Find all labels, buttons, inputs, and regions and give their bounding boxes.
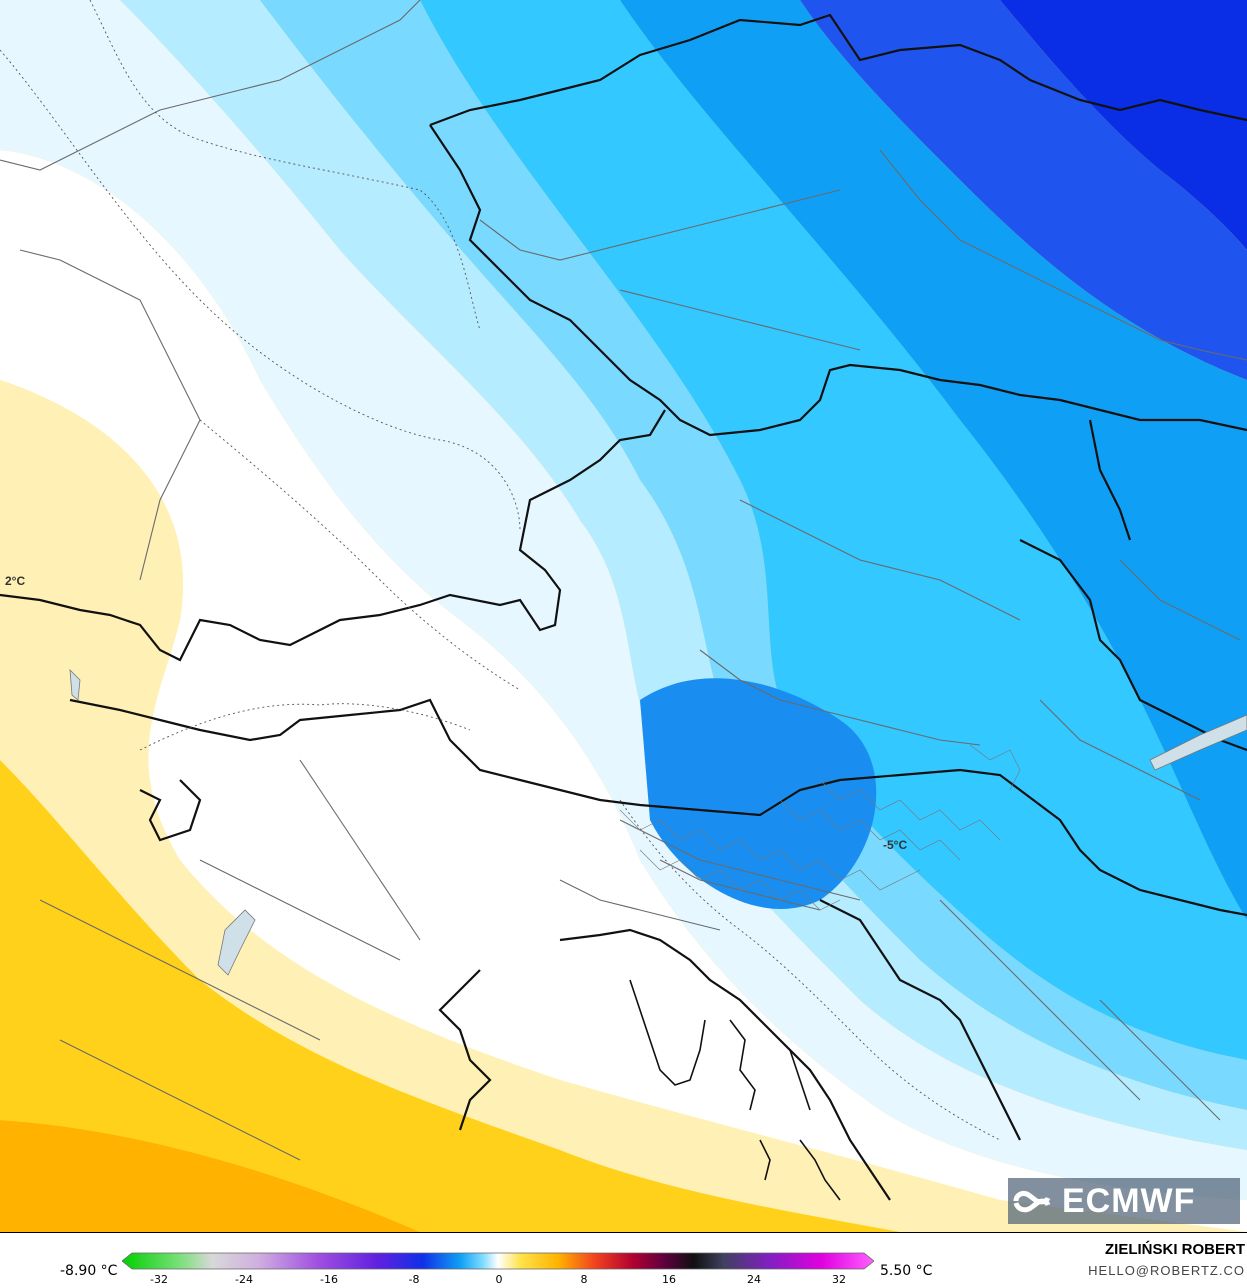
zone-ice	[0, 0, 1247, 1200]
legend-bar: -8.90 °C	[0, 1232, 1247, 1288]
zone-sky-blue	[420, 0, 1247, 1060]
zone-deep-blue	[1000, 0, 1247, 250]
zone-blue	[800, 0, 1247, 380]
map-label-west: 2°C	[5, 574, 26, 588]
author-name: ZIELIŃSKI ROBERT	[1104, 1241, 1245, 1258]
border-central	[429, 124, 1247, 437]
temperature-map	[0, 0, 1247, 1232]
lake-balaton	[1149, 714, 1247, 771]
border-alps-south	[69, 698, 1247, 917]
tick-label: 16	[662, 1273, 676, 1286]
tick-label: 24	[747, 1273, 761, 1286]
tick-label: -8	[408, 1273, 420, 1286]
country-borders	[0, 13, 1247, 1201]
ecmwf-logo: ECMWF	[1008, 1178, 1240, 1224]
zone-pale-cyan	[120, 0, 1247, 1150]
zone-orange	[0, 1120, 420, 1232]
tick-label: 32	[832, 1273, 846, 1286]
zone-gold	[0, 760, 900, 1232]
tick-label: -32	[150, 1273, 168, 1286]
zone-patch	[640, 678, 877, 909]
border-adriatic	[559, 928, 891, 1201]
zone-mid-blue	[620, 0, 1247, 920]
border-alps-north	[0, 409, 666, 662]
region-borders	[0, 0, 1247, 1161]
ecmwf-logo-text: ECMWF	[1062, 1181, 1196, 1220]
border-balkan	[819, 899, 1021, 1141]
isotherms	[0, 0, 1001, 1141]
scale-min-label: -8.90 °C	[60, 1263, 118, 1279]
zone-pale-yellow	[0, 380, 1247, 1232]
lake-garda	[217, 909, 256, 976]
lakes	[69, 668, 1247, 976]
tick-label: 0	[495, 1273, 503, 1286]
lake-geneva	[69, 668, 81, 701]
scale-max-label: 5.50 °C	[880, 1263, 933, 1279]
border-swiss-pocket	[139, 779, 202, 842]
border-east-2	[1088, 419, 1132, 541]
tick-label: -16	[320, 1273, 338, 1286]
map-label-east: -5°C	[883, 838, 908, 852]
tick-label: -24	[235, 1273, 253, 1286]
tick-label: 8	[580, 1273, 588, 1286]
border-coast-west	[438, 969, 492, 1131]
dense-region-borders	[619, 744, 1021, 911]
islands	[629, 979, 841, 1201]
ecmwf-logo-icon	[1013, 1191, 1051, 1213]
author-email: HELLO@ROBERTZ.CO	[1088, 1263, 1245, 1278]
zone-white	[0, 150, 1247, 1232]
color-scale	[122, 1252, 874, 1270]
border-north	[429, 13, 1247, 127]
color-scale-bar	[122, 1252, 874, 1270]
